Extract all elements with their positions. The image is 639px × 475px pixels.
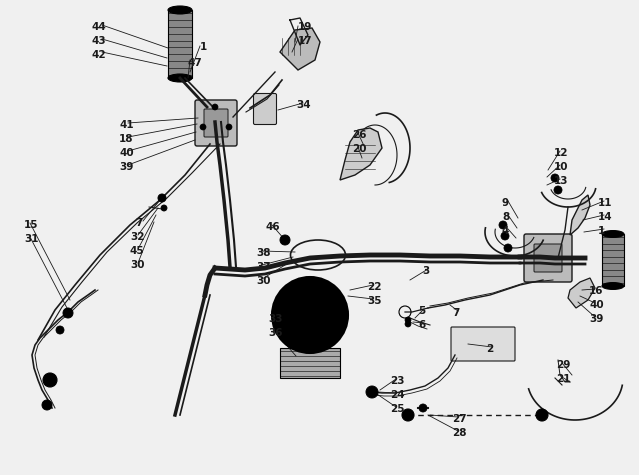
Text: 30: 30 <box>130 260 144 270</box>
Bar <box>168 10 192 78</box>
Circle shape <box>161 205 167 211</box>
Circle shape <box>280 235 290 245</box>
Ellipse shape <box>168 6 192 14</box>
Text: 12: 12 <box>554 148 569 158</box>
Text: 39: 39 <box>589 314 603 324</box>
Text: 1: 1 <box>598 226 605 236</box>
Ellipse shape <box>602 283 624 289</box>
Text: 23: 23 <box>390 376 404 386</box>
Text: 34: 34 <box>296 100 311 110</box>
FancyBboxPatch shape <box>254 94 277 124</box>
Ellipse shape <box>602 230 624 238</box>
Text: 6: 6 <box>418 320 425 330</box>
Text: 14: 14 <box>598 212 613 222</box>
FancyBboxPatch shape <box>451 327 515 361</box>
Circle shape <box>554 186 562 194</box>
Text: 32: 32 <box>130 232 144 242</box>
Circle shape <box>42 400 52 410</box>
Text: 36: 36 <box>268 328 282 338</box>
Text: 15: 15 <box>24 220 38 230</box>
Text: 31: 31 <box>24 234 38 244</box>
Text: 3: 3 <box>422 266 429 276</box>
Bar <box>602 234 624 286</box>
Text: 13: 13 <box>554 176 569 186</box>
Circle shape <box>402 409 414 421</box>
Circle shape <box>501 232 509 240</box>
Text: 20: 20 <box>352 144 367 154</box>
Text: 35: 35 <box>367 296 381 306</box>
Text: 18: 18 <box>119 134 134 144</box>
Text: 43: 43 <box>91 36 105 46</box>
Ellipse shape <box>168 74 192 82</box>
Text: 44: 44 <box>91 22 105 32</box>
Text: 5: 5 <box>418 306 425 316</box>
Text: 42: 42 <box>91 50 105 60</box>
Text: 37: 37 <box>256 262 271 272</box>
Circle shape <box>499 221 507 229</box>
Text: 7: 7 <box>135 218 142 228</box>
Text: 33: 33 <box>268 314 282 324</box>
Circle shape <box>419 404 427 412</box>
Text: 45: 45 <box>130 246 144 256</box>
FancyBboxPatch shape <box>195 100 237 146</box>
Text: 25: 25 <box>390 404 404 414</box>
Circle shape <box>212 104 218 110</box>
Text: 41: 41 <box>119 120 134 130</box>
Text: 47: 47 <box>187 58 202 68</box>
Text: 4: 4 <box>502 226 509 236</box>
Text: 21: 21 <box>556 374 571 384</box>
Text: 38: 38 <box>256 248 270 258</box>
Text: 30: 30 <box>256 276 270 286</box>
Circle shape <box>405 317 411 323</box>
Circle shape <box>56 326 64 334</box>
Text: 28: 28 <box>452 428 466 438</box>
Text: 17: 17 <box>298 36 312 46</box>
Circle shape <box>226 124 232 130</box>
Text: 40: 40 <box>589 300 604 310</box>
Text: 27: 27 <box>452 414 466 424</box>
Circle shape <box>300 305 320 325</box>
Text: 10: 10 <box>554 162 569 172</box>
FancyBboxPatch shape <box>524 234 572 282</box>
Circle shape <box>536 409 548 421</box>
Text: 29: 29 <box>556 360 571 370</box>
Text: 24: 24 <box>390 390 404 400</box>
Text: 9: 9 <box>502 198 509 208</box>
Text: 19: 19 <box>298 22 312 32</box>
Circle shape <box>43 373 57 387</box>
Circle shape <box>288 293 332 337</box>
Polygon shape <box>340 128 382 180</box>
Circle shape <box>366 386 378 398</box>
Polygon shape <box>280 28 320 70</box>
Text: 22: 22 <box>367 282 381 292</box>
Circle shape <box>504 244 512 252</box>
Circle shape <box>200 124 206 130</box>
Circle shape <box>63 308 73 318</box>
Text: 40: 40 <box>119 148 134 158</box>
Text: 46: 46 <box>266 222 281 232</box>
Text: 26: 26 <box>352 130 367 140</box>
FancyBboxPatch shape <box>204 109 228 137</box>
Circle shape <box>272 277 348 353</box>
Text: 39: 39 <box>119 162 134 172</box>
Text: 7: 7 <box>452 308 459 318</box>
Circle shape <box>551 174 559 182</box>
Polygon shape <box>570 195 590 235</box>
FancyBboxPatch shape <box>534 244 562 272</box>
Text: 16: 16 <box>589 286 603 296</box>
Text: 8: 8 <box>502 212 509 222</box>
Polygon shape <box>568 278 595 308</box>
Text: 2: 2 <box>486 344 493 354</box>
Bar <box>280 348 340 378</box>
Circle shape <box>405 321 411 327</box>
Text: 1: 1 <box>200 42 207 52</box>
Text: 11: 11 <box>598 198 613 208</box>
Circle shape <box>158 194 166 202</box>
